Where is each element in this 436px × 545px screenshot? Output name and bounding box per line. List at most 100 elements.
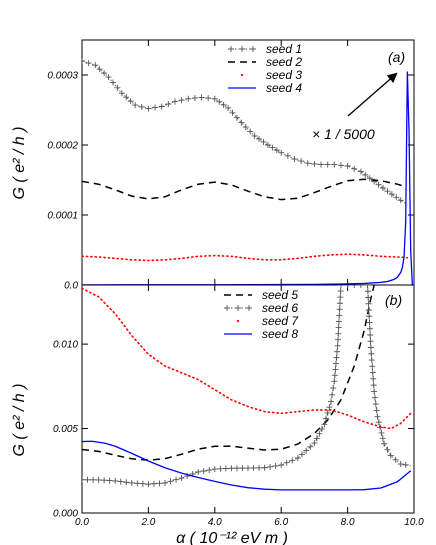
data-marker-seed-1	[291, 156, 298, 162]
data-marker-seed-6	[145, 481, 152, 488]
panel-a-y-axis-title: G ( e² / h )	[11, 127, 28, 200]
legend-label: seed 5	[262, 288, 298, 302]
data-marker-seed-6	[272, 462, 279, 469]
data-marker-seed-6	[228, 465, 235, 472]
data-marker-seed-6	[222, 465, 229, 472]
data-marker-seed-6	[364, 285, 371, 288]
legend-marker	[228, 46, 234, 52]
data-marker-seed-6	[367, 338, 374, 345]
data-marker-seed-6	[294, 455, 301, 462]
y-tick-label: 0.010	[53, 340, 78, 351]
data-marker-seed-1	[198, 94, 205, 101]
data-marker-seed-1	[247, 128, 254, 135]
data-marker-seed-1	[211, 95, 218, 102]
data-marker-seed-6	[371, 388, 378, 395]
data-marker-seed-6	[368, 350, 375, 357]
data-marker-seed-6	[374, 413, 381, 420]
data-marker-seed-1	[85, 60, 92, 67]
data-marker-seed-1	[256, 135, 263, 142]
panel-a: 0.0 0.0001 0.0002 0.0003 (a) G ( e² / h ) s…	[11, 39, 415, 292]
data-marker-seed-1	[351, 165, 358, 172]
data-marker-seed-6	[402, 461, 409, 468]
data-marker-seed-1	[138, 103, 145, 110]
data-marker-seed-1	[171, 98, 178, 105]
data-marker-seed-6	[333, 354, 340, 361]
data-marker-seed-6	[95, 476, 102, 483]
data-marker-seed-6	[289, 457, 296, 464]
data-marker-seed-6	[173, 476, 180, 483]
data-marker-seed-1	[251, 132, 258, 139]
data-marker-seed-6	[366, 325, 373, 332]
legend-label: seed 4	[266, 81, 302, 95]
data-marker-seed-6	[256, 464, 263, 471]
data-marker-seed-6	[364, 288, 371, 295]
data-marker-seed-1	[132, 102, 139, 109]
data-marker-seed-1	[260, 138, 267, 145]
y-tick-label: 0.005	[53, 424, 78, 435]
x-tick-label: 4.0	[208, 517, 222, 528]
data-marker-seed-6	[90, 476, 97, 483]
data-marker-seed-6	[370, 382, 377, 389]
series-line-seed-5	[82, 285, 375, 461]
data-marker-seed-1	[109, 79, 116, 86]
data-marker-seed-1	[191, 95, 198, 102]
data-marker-seed-6	[369, 363, 376, 370]
data-marker-seed-6	[336, 312, 343, 319]
data-marker-seed-1	[284, 152, 291, 159]
data-marker-seed-6	[357, 285, 364, 288]
data-marker-seed-1	[397, 197, 404, 204]
panel-a-label: (a)	[388, 49, 405, 65]
data-marker-seed-1	[393, 194, 400, 201]
data-marker-seed-6	[373, 407, 380, 414]
data-marker-seed-6	[369, 369, 376, 376]
data-marker-seed-6	[328, 398, 334, 405]
data-marker-seed-1	[362, 171, 369, 178]
data-marker-seed-6	[82, 476, 85, 483]
data-marker-seed-1	[105, 74, 112, 81]
data-marker-seed-1	[264, 142, 271, 148]
data-marker-seed-1	[384, 188, 391, 195]
data-marker-seed-6	[379, 435, 386, 442]
x-tick-label: 6.0	[274, 517, 288, 528]
data-marker-seed-1	[101, 70, 108, 77]
data-marker-seed-6	[123, 479, 130, 486]
data-marker-seed-6	[303, 447, 310, 454]
series-line-seed-6	[82, 285, 411, 485]
data-marker-seed-1	[311, 160, 318, 167]
data-marker-seed-6	[112, 477, 119, 484]
legend-marker	[235, 305, 241, 311]
data-marker-seed-1	[331, 161, 338, 168]
data-marker-seed-1	[344, 163, 351, 169]
data-marker-seed-6	[206, 467, 213, 474]
data-marker-seed-6	[351, 285, 358, 288]
data-marker-seed-1	[158, 103, 165, 110]
data-marker-seed-6	[162, 479, 168, 486]
data-marker-seed-1	[278, 149, 285, 156]
panel-b-frame	[81, 284, 415, 514]
data-marker-seed-1	[225, 104, 232, 111]
data-marker-seed-1	[380, 184, 387, 191]
data-marker-seed-1	[165, 101, 172, 108]
data-marker-seed-6	[167, 478, 174, 485]
x-axis-title: α ( 10⁻¹² eV m )	[176, 530, 288, 545]
data-marker-seed-6	[84, 476, 91, 483]
annotation-arrow	[347, 72, 398, 117]
data-marker-seed-1	[273, 147, 280, 154]
panel-b-y-ticks: 0.000 0.005 0.010	[53, 340, 414, 520]
data-marker-seed-1	[216, 98, 223, 105]
data-marker-seed-1	[220, 101, 227, 108]
data-marker-seed-6	[217, 465, 224, 472]
panel-b-series	[82, 285, 412, 491]
data-marker-seed-6	[372, 401, 379, 408]
data-marker-seed-6	[298, 451, 305, 458]
data-marker-seed-1	[118, 90, 125, 97]
data-marker-seed-6	[378, 429, 385, 436]
data-marker-seed-6	[178, 475, 185, 482]
series-line-seed-7	[82, 287, 412, 430]
data-marker-seed-6	[384, 446, 391, 453]
data-marker-seed-6	[106, 477, 113, 484]
data-marker-seed-6	[330, 385, 337, 392]
